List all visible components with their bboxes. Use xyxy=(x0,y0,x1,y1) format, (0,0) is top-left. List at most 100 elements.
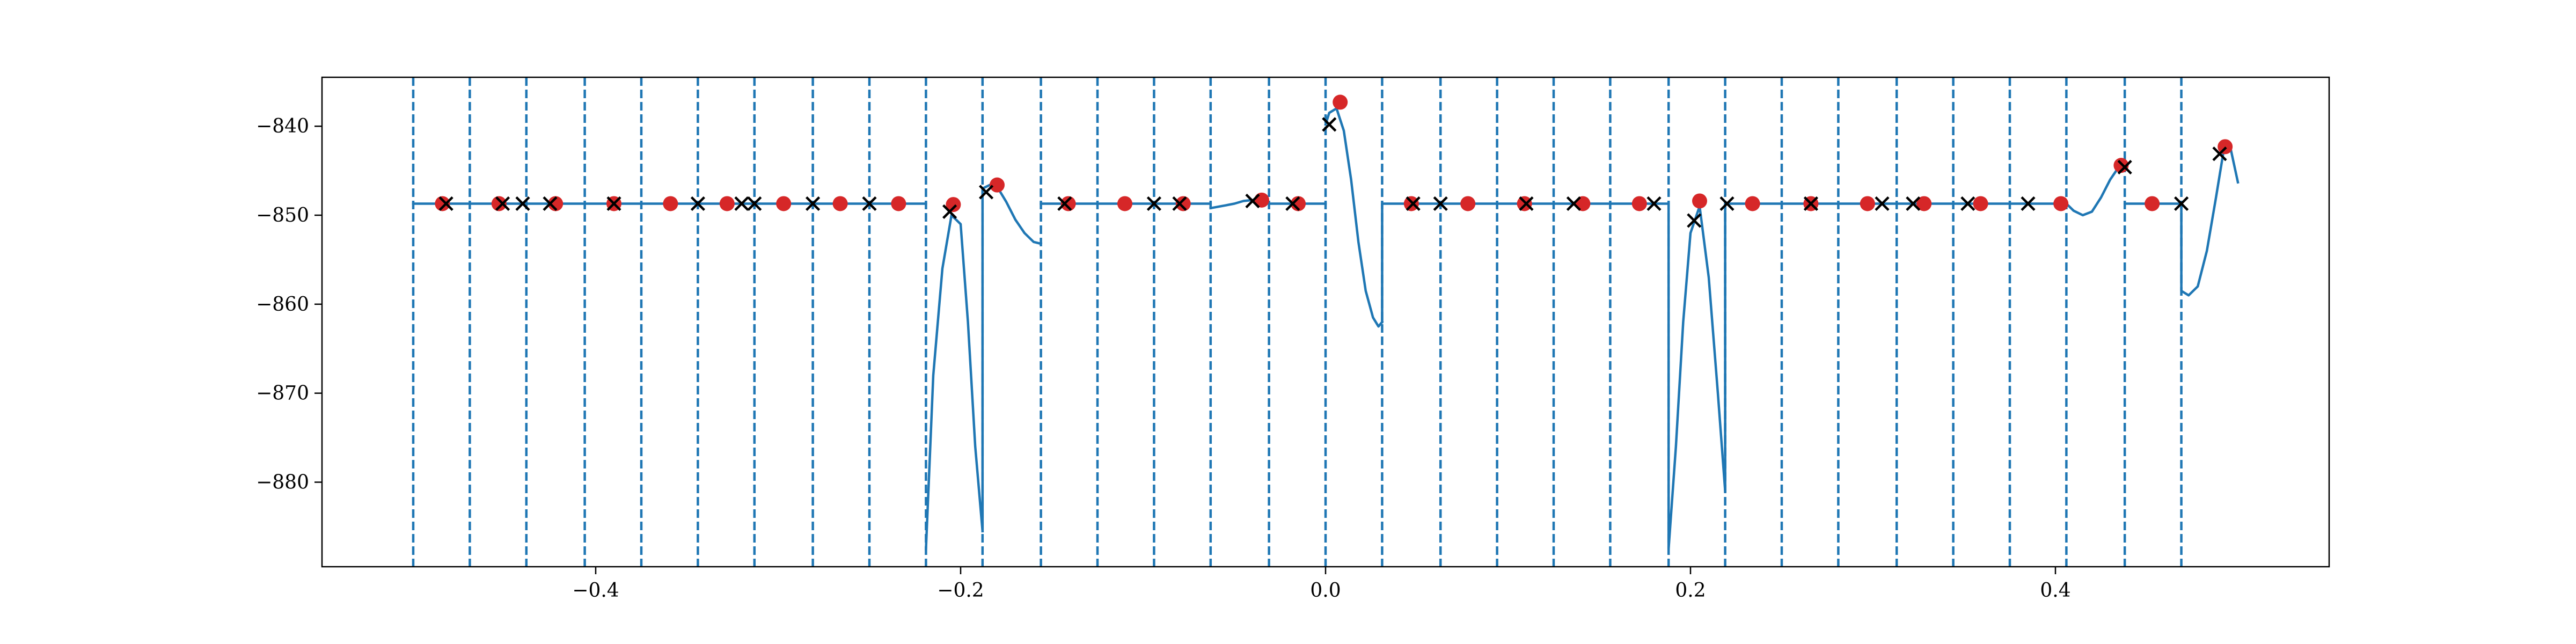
x-marker-stroke xyxy=(1245,193,1260,209)
red-point-7 xyxy=(832,196,848,211)
x-marker-stroke xyxy=(1566,196,1581,211)
x-marker-stroke xyxy=(734,196,749,211)
series-line-segment-0-8 xyxy=(1667,202,1727,551)
x-marker-stroke xyxy=(1803,196,1818,211)
x-marker-26 xyxy=(1875,196,1890,211)
y-tick-label-1: −850 xyxy=(256,204,309,226)
x-marker-stroke xyxy=(543,196,558,211)
red-point-21 xyxy=(1631,196,1647,211)
x-marker-stroke xyxy=(1519,196,1534,211)
red-point-29 xyxy=(2113,158,2129,173)
red-point-27 xyxy=(1973,196,1988,211)
red-point-25 xyxy=(1860,196,1875,211)
x-marker-stroke xyxy=(1875,196,1890,211)
x-marker-stroke xyxy=(1646,196,1662,211)
x-marker-30 xyxy=(2117,159,2132,175)
red-point-16 xyxy=(1333,94,1348,110)
x-marker-29 xyxy=(2021,196,2036,211)
x-marker-stroke xyxy=(1719,196,1735,211)
x-marker-23 xyxy=(1687,213,1702,228)
red-point-8 xyxy=(891,196,906,211)
x-marker-27 xyxy=(1906,196,1921,211)
x-marker-9 xyxy=(862,196,877,211)
x-marker-20 xyxy=(1519,196,1534,211)
red-point-4 xyxy=(663,196,678,211)
x-marker-stroke xyxy=(1406,196,1421,211)
x-marker-31 xyxy=(2174,196,2189,211)
x-marker-stroke xyxy=(2212,147,2227,162)
x-marker-24 xyxy=(1719,196,1735,211)
y-tick-label-4: −880 xyxy=(256,471,309,493)
x-marker-stroke xyxy=(690,196,705,211)
red-point-0 xyxy=(435,196,450,211)
series-line-segment-0-1 xyxy=(925,214,984,551)
x-marker-28 xyxy=(1960,196,1975,211)
x-marker-stroke xyxy=(1285,196,1300,211)
x-marker-stroke xyxy=(1906,196,1921,211)
x-tick-label-0: −0.4 xyxy=(572,580,619,602)
x-marker-3 xyxy=(543,196,558,211)
red-point-23 xyxy=(1745,196,1760,211)
red-point-1 xyxy=(491,196,507,211)
x-marker-11 xyxy=(979,185,994,200)
x-tick-label-3: 0.2 xyxy=(1675,580,1706,602)
x-marker-stroke xyxy=(806,196,821,211)
y-tick-label-2: −860 xyxy=(256,294,309,316)
x-marker-12 xyxy=(1057,196,1072,211)
x-marker-13 xyxy=(1146,196,1161,211)
x-marker-0 xyxy=(438,196,453,211)
x-marker-stroke xyxy=(2021,196,2036,211)
plot-area xyxy=(412,77,2240,567)
red-point-2 xyxy=(548,196,564,211)
red-point-22 xyxy=(1692,193,1707,209)
x-marker-stroke xyxy=(747,196,762,211)
x-marker-stroke xyxy=(1960,196,1975,211)
x-marker-4 xyxy=(606,196,621,211)
red-point-5 xyxy=(719,196,735,211)
x-marker-10 xyxy=(942,204,957,219)
x-marker-stroke xyxy=(1322,117,1337,132)
x-marker-8 xyxy=(806,196,821,211)
x-marker-stroke xyxy=(2117,159,2132,175)
x-marker-stroke xyxy=(515,196,530,211)
red-point-18 xyxy=(1460,196,1476,211)
x-marker-stroke xyxy=(942,204,957,219)
red-point-12 xyxy=(1117,196,1132,211)
x-tick-label-2: 0.0 xyxy=(1310,580,1341,602)
y-tick-label-3: −870 xyxy=(256,383,309,405)
red-point-26 xyxy=(1916,196,1932,211)
x-marker-7 xyxy=(747,196,762,211)
series-line-segment-0-9 xyxy=(1724,202,2068,493)
axis-ticks: −0.4 −0.2 0.0 0.2 0.4 −840 −850 −860 −870 −880 xyxy=(256,115,2071,602)
x-marker-15 xyxy=(1245,193,1260,209)
x-marker-18 xyxy=(1406,196,1421,211)
red-point-17 xyxy=(1403,196,1419,211)
x-marker-1 xyxy=(495,196,510,211)
series-line-segment-0-6 xyxy=(1324,107,1384,328)
red-point-28 xyxy=(2053,196,2069,211)
red-point-19 xyxy=(1517,196,1532,211)
x-marker-stroke xyxy=(862,196,877,211)
x-marker-stroke xyxy=(606,196,621,211)
x-marker-21 xyxy=(1566,196,1581,211)
x-marker-17 xyxy=(1322,117,1337,132)
x-marker-2 xyxy=(515,196,530,211)
x-marker-22 xyxy=(1646,196,1662,211)
red-point-15 xyxy=(1291,196,1306,211)
x-tick-label-1: −0.2 xyxy=(937,580,984,602)
red-point-6 xyxy=(776,196,792,211)
x-marker-stroke xyxy=(1146,196,1161,211)
red-point-9 xyxy=(946,197,961,213)
x-marker-32 xyxy=(2212,147,2227,162)
red-point-30 xyxy=(2145,196,2160,211)
x-marker-stroke xyxy=(1172,196,1187,211)
x-marker-stroke xyxy=(1433,196,1448,211)
series-line-segment-0-2 xyxy=(981,184,1043,532)
x-marker-6 xyxy=(734,196,749,211)
x-marker-16 xyxy=(1285,196,1300,211)
x-marker-stroke xyxy=(1057,196,1072,211)
x-marker-stroke xyxy=(495,196,510,211)
x-marker-stroke xyxy=(438,196,453,211)
x-marker-14 xyxy=(1172,196,1187,211)
